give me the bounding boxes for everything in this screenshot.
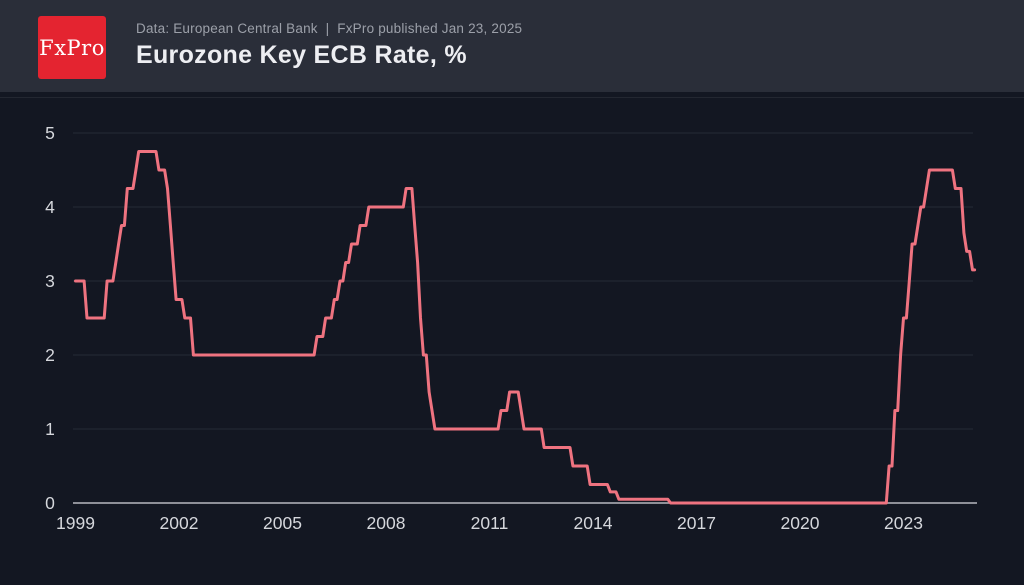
data-source-caption: Data: European Central Bank | FxPro publ… bbox=[136, 21, 523, 36]
x-tick-label: 2023 bbox=[884, 513, 923, 533]
y-tick-label: 0 bbox=[45, 493, 55, 513]
x-tick-label: 2011 bbox=[471, 513, 509, 533]
y-tick-label: 2 bbox=[45, 345, 55, 365]
y-tick-label: 5 bbox=[45, 123, 55, 143]
fxpro-logo: FxPro bbox=[38, 16, 106, 79]
x-tick-label: 2014 bbox=[574, 513, 613, 533]
x-tick-label: 1999 bbox=[56, 513, 95, 533]
header-text-block: Data: European Central Bank | FxPro publ… bbox=[136, 21, 522, 70]
x-tick-label: 2002 bbox=[160, 513, 199, 533]
y-tick-label: 3 bbox=[45, 271, 55, 291]
x-tick-label: 2008 bbox=[367, 513, 406, 533]
x-tick-label: 2017 bbox=[677, 513, 716, 533]
x-tick-label: 2005 bbox=[263, 513, 302, 533]
y-tick-label: 1 bbox=[45, 419, 55, 439]
chart-title: Eurozone Key ECB Rate, % bbox=[136, 41, 467, 69]
x-tick-label: 2020 bbox=[781, 513, 820, 533]
rate-series-line bbox=[74, 150, 977, 505]
y-tick-label: 4 bbox=[45, 197, 55, 217]
header-bar: FxPro Data: European Central Bank | FxPr… bbox=[0, 0, 1024, 92]
